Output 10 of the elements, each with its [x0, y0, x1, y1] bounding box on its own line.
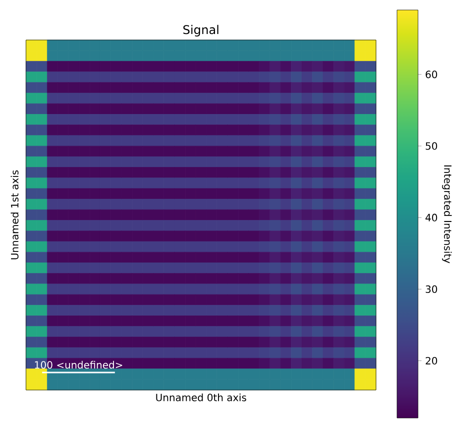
color-bar-label: 20 [426, 356, 438, 365]
color-bar-title: Integrated Intensity [442, 165, 452, 264]
y-axis-title: Unnamed 1st axis [10, 170, 18, 260]
color-bar-label: 50 [426, 142, 438, 150]
color-bar-label: 60 [426, 70, 438, 78]
color-bar-label: 40 [426, 214, 438, 222]
chart-title: Signal [183, 24, 218, 37]
x-axis-title: Unnamed 0th axis [156, 394, 246, 402]
color-bar-label: 30 [426, 285, 438, 293]
annotation: 100 <undefined> [34, 360, 122, 369]
